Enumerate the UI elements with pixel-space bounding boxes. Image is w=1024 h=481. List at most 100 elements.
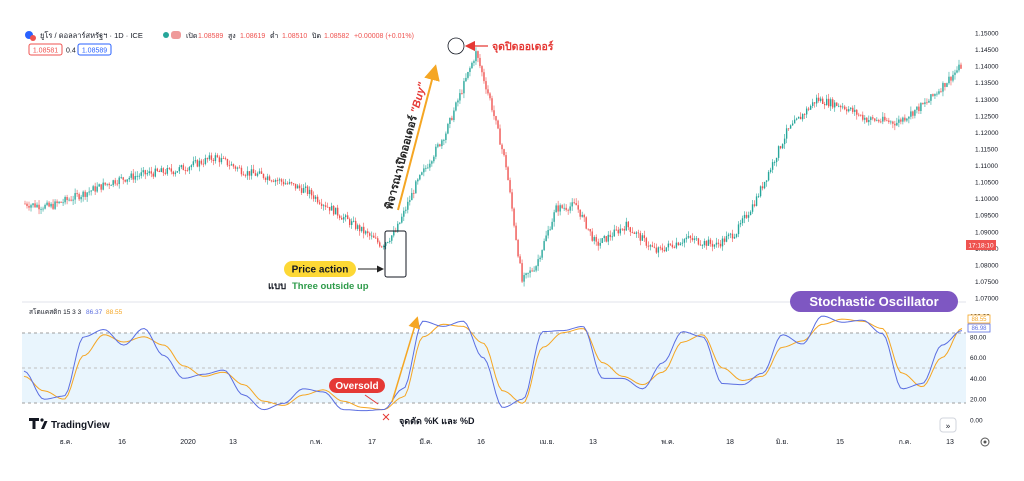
- candle-body: [198, 160, 201, 167]
- candle-body: [208, 155, 211, 160]
- candle-body: [304, 186, 307, 188]
- candle-body: [571, 202, 573, 207]
- candle-body: [575, 203, 577, 206]
- candle-body: [783, 138, 786, 145]
- oscillator-label[interactable]: สโตแคสติก 15 3 3: [29, 308, 82, 316]
- candle-body: [567, 209, 569, 211]
- candle-body: [58, 201, 60, 203]
- candle-body: [270, 180, 273, 182]
- time-tick-label: เม.ย.: [540, 439, 555, 446]
- candle-body: [363, 226, 365, 234]
- candle-body: [589, 229, 591, 232]
- candle-body: [298, 185, 301, 189]
- candle-body: [140, 172, 142, 176]
- candle-body: [749, 211, 752, 216]
- candle-body: [701, 245, 704, 246]
- candle-body: [703, 240, 706, 246]
- candle-body: [377, 238, 379, 243]
- candle-body: [76, 193, 78, 195]
- candle-body: [30, 205, 32, 208]
- candle-body: [739, 223, 742, 225]
- candle-body: [683, 239, 686, 243]
- candle-body: [661, 247, 664, 251]
- candle-body: [840, 105, 842, 108]
- candle-body: [314, 196, 317, 199]
- candle-body: [176, 171, 179, 173]
- candle-body: [613, 229, 615, 237]
- candle-body: [807, 108, 810, 110]
- candle-body: [399, 222, 401, 224]
- candle-body: [834, 102, 836, 108]
- tradingview-logo[interactable]: TradingView: [29, 418, 110, 431]
- price-axis[interactable]: 1.15000 1.14500 1.14000 1.13500 1.13000 1.125…: [975, 31, 999, 303]
- candle-body: [767, 171, 770, 181]
- candle-body: [813, 102, 816, 104]
- candle-body: [60, 201, 62, 203]
- candle-body: [912, 111, 914, 116]
- candle-body: [591, 231, 593, 241]
- candle-body: [150, 171, 152, 174]
- candle-body: [573, 202, 575, 204]
- candle-body: [545, 235, 547, 242]
- sell-price: 1.08581: [33, 48, 58, 55]
- candle-body: [38, 204, 40, 210]
- candle-body: [453, 110, 455, 121]
- candle-body: [146, 173, 148, 175]
- candle-body: [709, 239, 712, 244]
- candle-body: [581, 214, 583, 217]
- candle-body: [381, 246, 383, 248]
- candle-body: [852, 107, 854, 112]
- eye-toggle-icon[interactable]: [171, 31, 181, 39]
- candle-body: [425, 167, 427, 169]
- candle-body: [184, 170, 187, 171]
- candle-body: [531, 270, 533, 272]
- candle-body: [148, 171, 150, 174]
- buy-price: 1.08589: [82, 48, 107, 55]
- candle-body: [182, 165, 185, 171]
- stochastic-title-badge: [790, 291, 958, 312]
- candle-body: [487, 89, 489, 94]
- candle-body: [565, 207, 567, 210]
- candle-body: [282, 181, 285, 185]
- candle-body: [844, 106, 846, 110]
- candle-body: [737, 224, 740, 235]
- candle-body: [82, 191, 84, 197]
- time-axis[interactable]: ธ.ค. 16 2020 13 ก.พ. 17 มี.ค. 16 เม.ย. 13 พ.ค. 18 มิ…: [60, 438, 954, 446]
- candle-body: [890, 121, 892, 123]
- candle-body: [170, 168, 173, 172]
- symbol-title[interactable]: ยูโร / ดอลลาร์สหรัฐฯ · 1D · ICE: [40, 31, 143, 40]
- candle-body: [224, 158, 227, 159]
- market-status-icon[interactable]: [163, 32, 169, 38]
- oversold-badge: [329, 378, 385, 393]
- candle-body: [805, 108, 808, 115]
- candle-body: [828, 98, 830, 107]
- candle-body: [188, 167, 191, 171]
- price-tick-label: 1.09500: [975, 213, 999, 220]
- candle-body: [340, 217, 343, 220]
- candle-body: [116, 183, 118, 185]
- candle-body: [266, 176, 269, 180]
- candle-body: [104, 182, 106, 185]
- candle-body: [152, 173, 154, 177]
- candle-body: [74, 193, 76, 200]
- candle-body: [66, 197, 68, 201]
- candle-body: [713, 244, 716, 247]
- candle-body: [655, 247, 658, 253]
- sell-button[interactable]: [28, 43, 63, 56]
- price-tick-label: 1.12500: [975, 113, 999, 120]
- settings-gear-icon[interactable]: [980, 437, 990, 447]
- candle-body: [200, 160, 203, 164]
- scroll-right-button[interactable]: [939, 417, 957, 433]
- candle-body: [755, 196, 758, 206]
- candle-body: [669, 243, 672, 245]
- candle-body: [623, 228, 625, 231]
- candle-body: [94, 186, 96, 192]
- ohlc-change-value: +0.00008 (+0.01%): [354, 33, 414, 40]
- buy-button[interactable]: [77, 43, 112, 56]
- candle-body: [419, 174, 421, 180]
- candle-body: [387, 241, 389, 243]
- candle-body: [743, 214, 746, 219]
- candle-body: [268, 176, 271, 181]
